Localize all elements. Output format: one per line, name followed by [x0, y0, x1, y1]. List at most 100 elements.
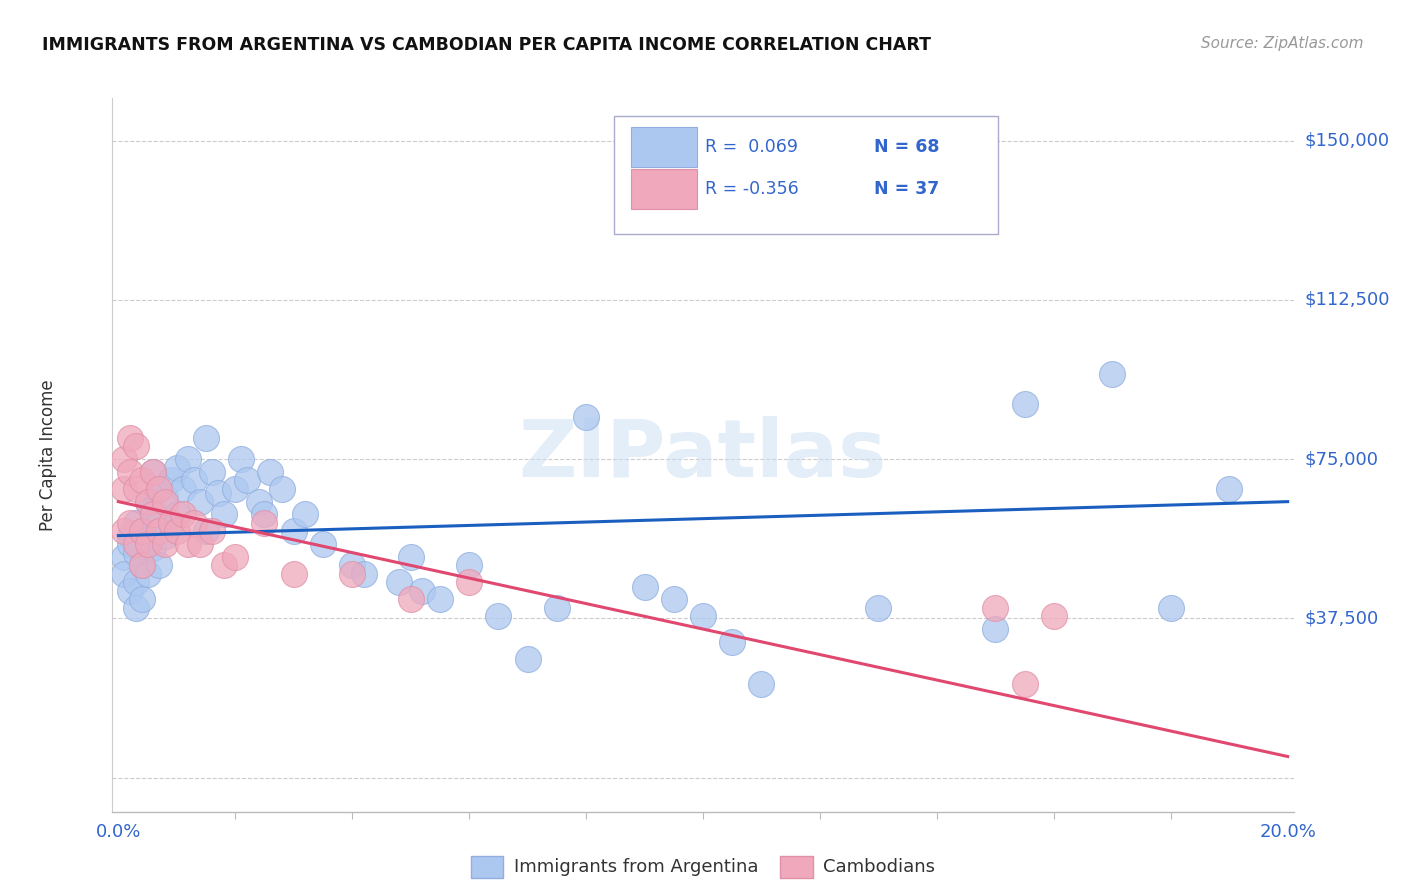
Point: [662, 592, 685, 607]
Text: $150,000: $150,000: [1305, 132, 1389, 150]
Point: [1043, 609, 1066, 624]
Point: [229, 452, 252, 467]
FancyBboxPatch shape: [614, 116, 998, 234]
Point: [312, 537, 335, 551]
Point: [247, 494, 270, 508]
Text: ZIPatlas: ZIPatlas: [519, 416, 887, 494]
Point: [183, 516, 205, 530]
Point: [172, 508, 194, 522]
Point: [125, 600, 148, 615]
Point: [575, 409, 598, 424]
FancyBboxPatch shape: [631, 169, 697, 210]
Point: [131, 558, 153, 573]
Point: [177, 452, 200, 467]
Point: [458, 575, 481, 590]
Point: [112, 566, 135, 581]
Point: [721, 635, 744, 649]
Point: [283, 524, 305, 539]
Point: [131, 592, 153, 607]
Point: [131, 474, 153, 488]
Point: [112, 549, 135, 564]
Point: [212, 558, 235, 573]
Point: [125, 439, 148, 453]
Point: [160, 516, 183, 530]
Text: R = -0.356: R = -0.356: [706, 180, 799, 198]
Point: [136, 537, 159, 551]
Point: [195, 524, 218, 539]
Point: [136, 533, 159, 547]
Point: [458, 558, 481, 573]
Point: [224, 482, 246, 496]
Text: R =  0.069: R = 0.069: [706, 137, 799, 155]
Point: [188, 537, 211, 551]
Point: [148, 524, 170, 539]
Text: $75,000: $75,000: [1305, 450, 1379, 468]
Point: [118, 528, 141, 542]
Point: [118, 583, 141, 598]
Point: [142, 541, 165, 556]
Point: [153, 494, 176, 508]
Point: [201, 524, 224, 539]
Point: [1101, 368, 1123, 382]
Text: N = 68: N = 68: [875, 137, 939, 155]
Point: [136, 566, 159, 581]
Point: [153, 528, 176, 542]
Point: [259, 465, 281, 479]
Text: IMMIGRANTS FROM ARGENTINA VS CAMBODIAN PER CAPITA INCOME CORRELATION CHART: IMMIGRANTS FROM ARGENTINA VS CAMBODIAN P…: [42, 36, 931, 54]
Point: [136, 494, 159, 508]
Point: [142, 503, 165, 517]
Point: [125, 575, 148, 590]
Point: [984, 622, 1007, 636]
Point: [411, 583, 433, 598]
Point: [388, 575, 411, 590]
Point: [125, 537, 148, 551]
Point: [1014, 677, 1036, 691]
Point: [353, 566, 375, 581]
Point: [160, 474, 183, 488]
Point: [236, 474, 259, 488]
Point: [340, 558, 363, 573]
Legend: Immigrants from Argentina, Cambodians: Immigrants from Argentina, Cambodians: [464, 848, 942, 885]
Point: [148, 482, 170, 496]
Point: [253, 516, 276, 530]
Point: [224, 549, 246, 564]
Point: [271, 482, 294, 496]
Point: [148, 482, 170, 496]
Point: [1218, 482, 1240, 496]
Point: [1014, 397, 1036, 411]
Point: [1160, 600, 1182, 615]
Point: [118, 465, 141, 479]
Point: [692, 609, 714, 624]
Point: [340, 566, 363, 581]
Point: [142, 465, 165, 479]
Text: $37,500: $37,500: [1305, 609, 1379, 627]
Point: [153, 491, 176, 505]
Point: [183, 474, 205, 488]
Text: Source: ZipAtlas.com: Source: ZipAtlas.com: [1201, 36, 1364, 51]
Point: [148, 516, 170, 530]
Point: [212, 508, 235, 522]
Point: [131, 524, 153, 539]
Point: [131, 558, 153, 573]
Point: [516, 652, 538, 666]
Point: [253, 508, 276, 522]
Point: [188, 494, 211, 508]
Point: [166, 508, 188, 522]
Point: [283, 566, 305, 581]
Point: [112, 452, 135, 467]
Point: [125, 482, 148, 496]
Point: [153, 537, 176, 551]
Point: [294, 508, 316, 522]
Point: [131, 524, 153, 539]
Point: [136, 494, 159, 508]
Point: [160, 516, 183, 530]
Point: [177, 537, 200, 551]
Point: [166, 460, 188, 475]
Point: [118, 516, 141, 530]
Point: [486, 609, 509, 624]
Point: [142, 508, 165, 522]
FancyBboxPatch shape: [631, 127, 697, 167]
Point: [633, 580, 655, 594]
Point: [868, 600, 890, 615]
Point: [546, 600, 568, 615]
